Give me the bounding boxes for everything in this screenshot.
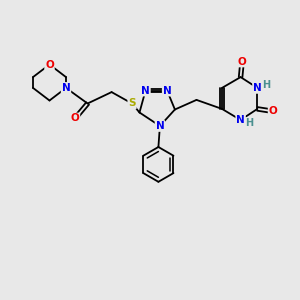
Text: N: N: [163, 85, 172, 96]
Text: N: N: [236, 115, 245, 125]
Text: H: H: [262, 80, 270, 90]
Text: S: S: [128, 98, 136, 109]
Text: N: N: [141, 85, 150, 96]
Text: O: O: [70, 113, 80, 124]
Text: N: N: [61, 83, 70, 93]
Text: O: O: [268, 106, 278, 116]
Text: N: N: [155, 121, 164, 131]
Text: O: O: [238, 56, 247, 67]
Text: N: N: [253, 83, 262, 93]
Text: H: H: [245, 118, 253, 128]
Text: O: O: [45, 59, 54, 70]
